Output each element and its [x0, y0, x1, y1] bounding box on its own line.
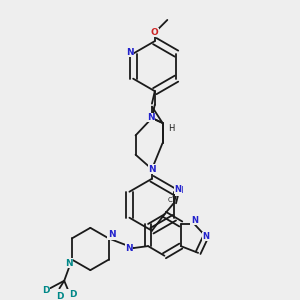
Text: D: D	[42, 286, 50, 295]
Text: N: N	[108, 230, 116, 239]
Text: N: N	[147, 113, 154, 122]
Text: N: N	[191, 216, 198, 225]
Text: H: H	[168, 124, 174, 133]
Text: N: N	[65, 259, 73, 268]
Text: N: N	[174, 185, 182, 194]
Text: C: C	[168, 197, 172, 203]
Text: D: D	[56, 292, 63, 300]
Text: N: N	[148, 165, 156, 174]
Text: N: N	[175, 186, 183, 195]
Text: N: N	[202, 232, 209, 241]
Text: O: O	[151, 28, 159, 37]
Text: N: N	[125, 244, 133, 253]
Text: N: N	[126, 48, 134, 57]
Text: D: D	[69, 290, 76, 299]
